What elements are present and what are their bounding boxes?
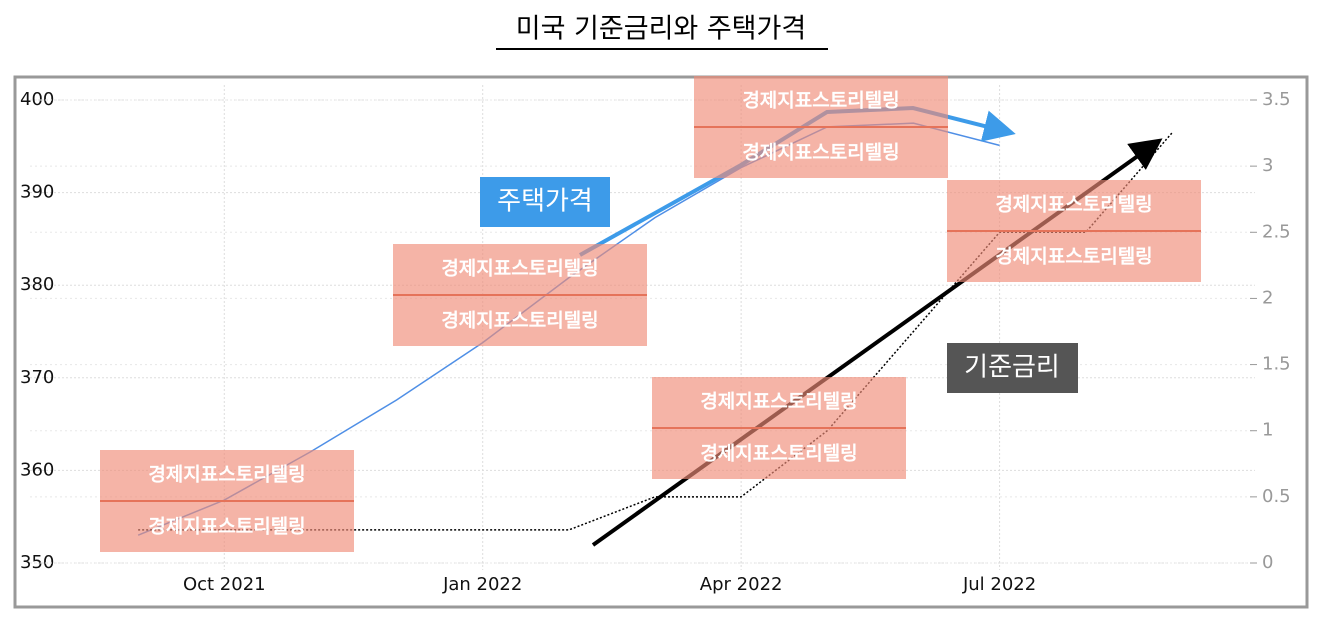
y-tick-label: 400 bbox=[20, 89, 54, 110]
watermark: 경제지표스토리텔링 bbox=[148, 516, 305, 538]
watermark: 경제지표스토리텔링 bbox=[742, 90, 899, 112]
watermark: 경제지표스토리텔링 bbox=[995, 194, 1152, 216]
chart-title: 미국 기준금리와 주택가격 bbox=[516, 14, 806, 45]
series-label-box bbox=[480, 177, 610, 227]
series-label-box bbox=[947, 343, 1078, 393]
x-tick-label: Jan 2022 bbox=[442, 574, 522, 595]
y-tick-label: 360 bbox=[20, 459, 54, 480]
watermark: 경제지표스토리텔링 bbox=[700, 391, 857, 413]
y-tick-label: 390 bbox=[20, 182, 54, 203]
x-tick-label: Apr 2022 bbox=[700, 574, 783, 595]
y2-tick-label: 3 bbox=[1262, 155, 1273, 176]
y2-tick-label: 2 bbox=[1262, 287, 1273, 308]
series-label: 기준금리 bbox=[964, 353, 1060, 383]
frame bbox=[13, 75, 1309, 609]
x-tick-label: Jul 2022 bbox=[962, 574, 1036, 595]
y2-tick-label: 0 bbox=[1262, 552, 1273, 573]
y2-tick-label: 1.5 bbox=[1262, 354, 1291, 375]
watermarks: 경제지표스토리텔링경제지표스토리텔링경제지표스토리텔링경제지표스토리텔링경제지표… bbox=[100, 76, 1201, 552]
watermark: 경제지표스토리텔링 bbox=[148, 464, 305, 486]
y-tick-label: 380 bbox=[20, 274, 54, 295]
y-tick-label: 370 bbox=[20, 367, 54, 388]
y-tick-label: 350 bbox=[20, 552, 54, 573]
y2-tick-label: 2.5 bbox=[1262, 221, 1291, 242]
watermark: 경제지표스토리텔링 bbox=[441, 310, 598, 332]
watermark: 경제지표스토리텔링 bbox=[441, 258, 598, 280]
watermark: 경제지표스토리텔링 bbox=[742, 142, 899, 164]
watermark: 경제지표스토리텔링 bbox=[995, 246, 1152, 268]
x-tick-label: Oct 2021 bbox=[183, 574, 266, 595]
y2-tick-label: 1 bbox=[1262, 420, 1273, 441]
y2-tick-label: 3.5 bbox=[1262, 89, 1291, 110]
y2-tick-label: 0.5 bbox=[1262, 486, 1291, 507]
watermark: 경제지표스토리텔링 bbox=[700, 443, 857, 465]
series-label: 주택가격 bbox=[497, 187, 593, 217]
